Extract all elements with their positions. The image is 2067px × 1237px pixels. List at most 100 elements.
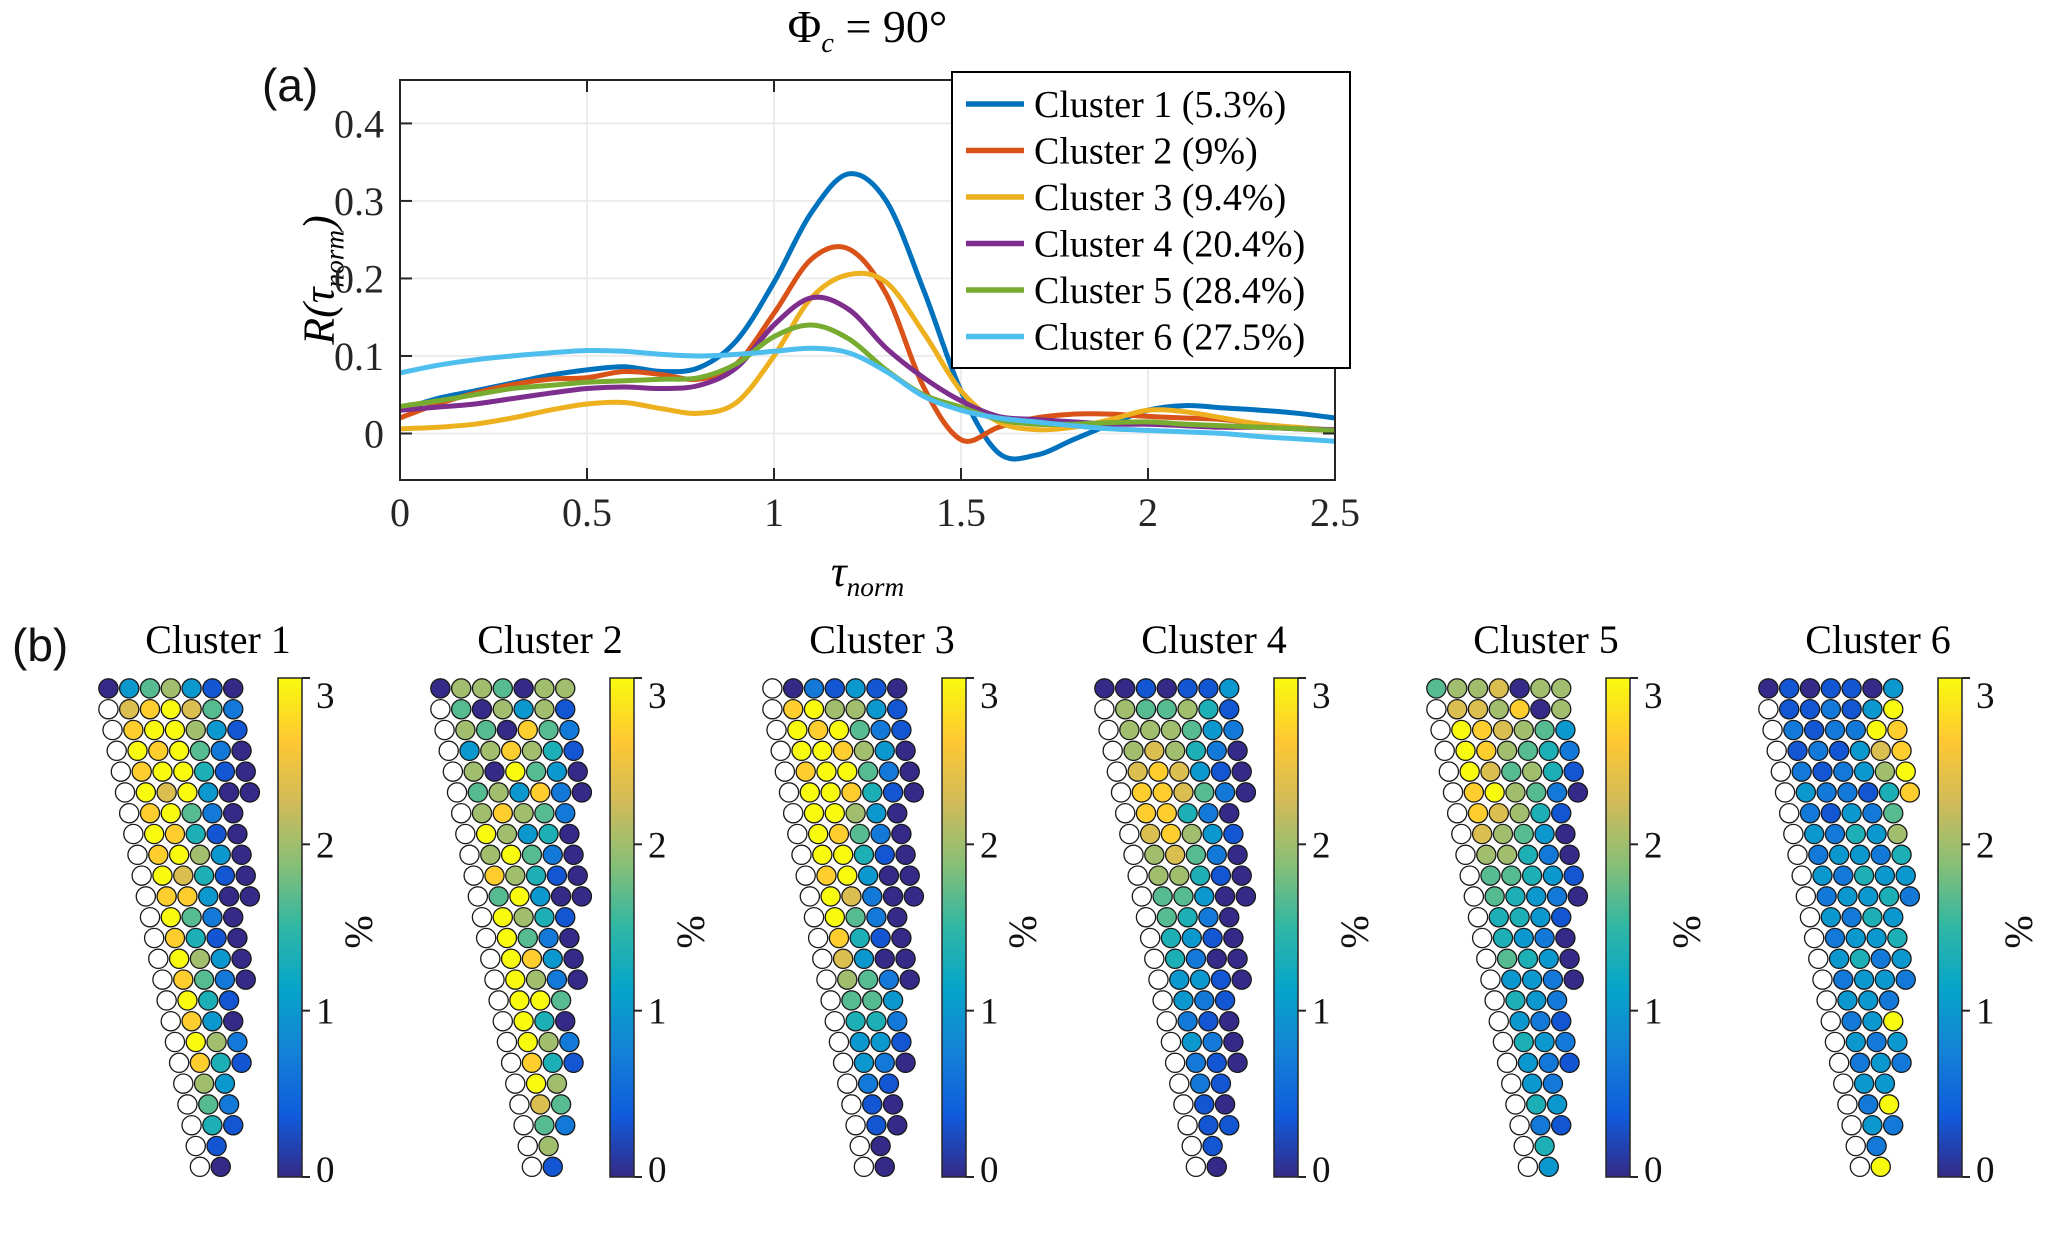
map-dot (1446, 698, 1468, 720)
map-dot (1094, 698, 1115, 720)
cluster-map-title: Cluster 1 (145, 617, 291, 662)
map-dot (878, 969, 900, 990)
cluster-map-dots (1758, 678, 1921, 1178)
map-dot (1820, 678, 1842, 699)
map-dot (168, 844, 190, 866)
map-dot (886, 802, 908, 824)
map-dot (1833, 1073, 1854, 1094)
map-dot (227, 823, 248, 845)
cluster-map-svg: 0 1 2 3% (1094, 676, 1377, 1191)
map-dot (886, 678, 908, 699)
map-dot (1509, 1010, 1530, 1032)
y-tick-label: 0.2 (334, 256, 384, 301)
cluster-map-unit: Cluster 5 0 1 2 3% (1400, 616, 1732, 1215)
map-dot (1430, 719, 1451, 741)
map-dot (434, 719, 455, 741)
colorbar-tick-label: 1 (316, 992, 335, 1033)
map-dot (1156, 906, 1178, 928)
map-dot (500, 1052, 522, 1074)
map-dot (1227, 844, 1248, 866)
map-dot (127, 844, 148, 866)
map-dot (546, 761, 568, 782)
map-dot (534, 698, 555, 720)
map-dot (1862, 906, 1883, 928)
colorbar-tick-label: 3 (1644, 676, 1663, 717)
map-dot (206, 927, 227, 949)
map-dot (1227, 1052, 1248, 1074)
map-dot (143, 719, 165, 741)
map-dot (1866, 1031, 1887, 1053)
map-dot (1169, 1073, 1190, 1094)
map-dot (538, 1135, 559, 1157)
map-dot (1169, 865, 1190, 886)
map-dot (1480, 761, 1501, 782)
map-dot (438, 740, 459, 762)
map-dot (98, 678, 119, 699)
map-dot (1189, 865, 1211, 886)
map-dot (1135, 906, 1157, 928)
map-dot (1525, 886, 1547, 907)
map-dot (559, 1031, 580, 1053)
map-dot (1845, 823, 1867, 845)
map-dot (492, 698, 514, 720)
map-dot (139, 802, 161, 824)
map-dot (505, 1073, 526, 1094)
map-dot (455, 823, 476, 845)
map-dot (891, 719, 912, 741)
map-dot (509, 990, 530, 1011)
map-dot (1766, 740, 1787, 762)
map-dot (857, 865, 879, 886)
map-dot (1214, 782, 1236, 803)
map-dot (1555, 1031, 1576, 1053)
map-dot (1878, 886, 1900, 907)
map-dot (861, 1094, 883, 1115)
map-dot (1193, 782, 1215, 803)
map-dot (480, 844, 501, 866)
map-dot (882, 990, 904, 1011)
map-dot (1550, 802, 1572, 824)
map-dot (1206, 1052, 1227, 1074)
map-dot (766, 719, 787, 741)
map-dot (866, 678, 887, 699)
x-tick-label: 2 (1138, 490, 1158, 535)
map-dot (1484, 990, 1505, 1011)
map-dot (509, 1094, 530, 1115)
map-dot (231, 1052, 252, 1074)
map-dot (509, 782, 530, 803)
x-tick-label: 0 (390, 490, 410, 535)
map-dot (803, 698, 825, 720)
map-dot (1496, 844, 1518, 866)
map-dot (484, 969, 505, 990)
map-dot (168, 1052, 190, 1074)
map-dot (1538, 844, 1559, 866)
map-dot (1870, 1156, 1891, 1178)
map-dot (525, 1073, 547, 1094)
map-dot (563, 1052, 584, 1074)
map-dot (1114, 802, 1136, 824)
cluster-maps: Cluster 1 0 1 2 3% Cluster 2 0 1 2 3% Cluster 3 0 1 2… (72, 616, 2064, 1215)
map-dot (770, 740, 791, 762)
map-dot (193, 761, 215, 782)
map-dot (189, 740, 211, 762)
map-dot (1853, 969, 1875, 990)
map-dot (525, 865, 547, 886)
map-dot (1223, 823, 1244, 845)
map-dot (1866, 719, 1887, 741)
map-dot (1202, 1135, 1223, 1157)
map-dot (1534, 1135, 1555, 1157)
map-dot (1169, 969, 1190, 990)
cluster-map-dots (1094, 678, 1257, 1178)
map-dot (1841, 1114, 1862, 1136)
map-dot (1492, 1031, 1514, 1053)
map-dot (1525, 990, 1547, 1011)
map-dot (1870, 740, 1891, 762)
map-dot (210, 740, 231, 762)
map-dot (202, 802, 223, 824)
map-dot (160, 698, 182, 720)
map-dot (807, 823, 829, 845)
cluster-map-unit: Cluster 4 0 1 2 3% (1068, 616, 1400, 1215)
map-dot (1513, 823, 1535, 845)
map-dot (488, 782, 509, 803)
map-dot (849, 927, 871, 949)
map-dot (878, 761, 900, 782)
